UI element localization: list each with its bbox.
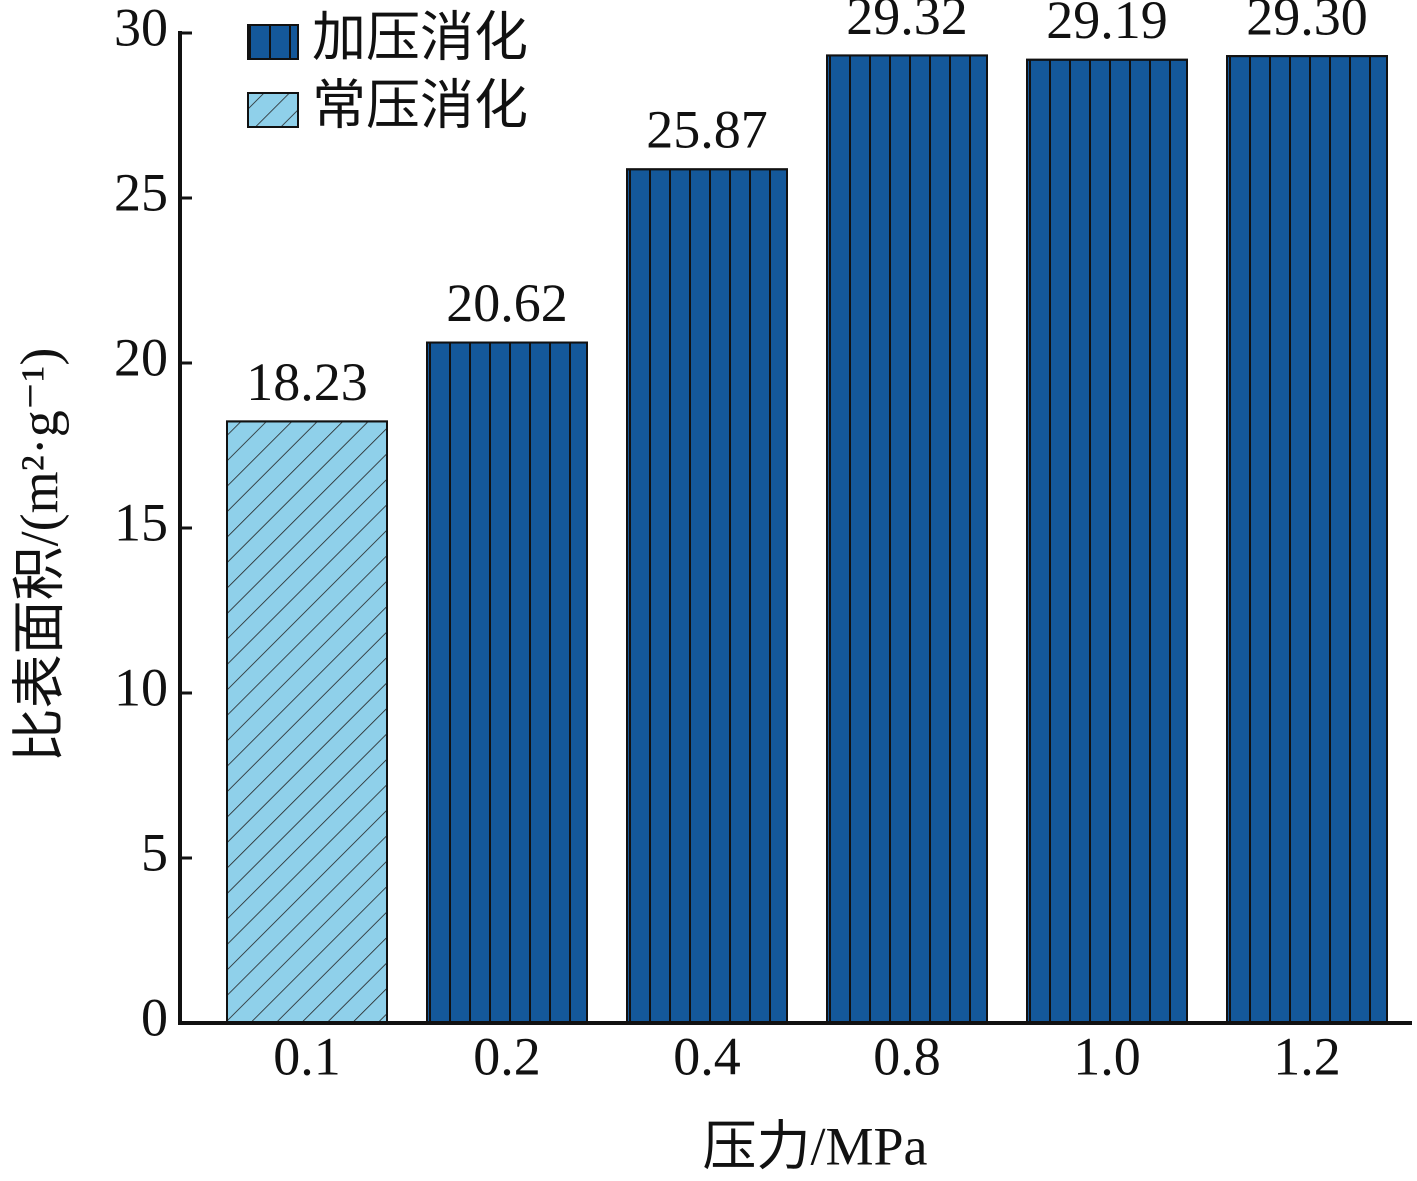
x-tick-label: 0.4 — [673, 1026, 741, 1086]
y-tick-label: 25 — [114, 162, 168, 222]
value-label: 20.62 — [446, 273, 568, 333]
y-tick-label: 15 — [114, 492, 168, 552]
bar-hatch — [426, 341, 588, 1025]
x-tick-label: 1.0 — [1073, 1026, 1141, 1086]
legend-label: 常压消化 — [312, 75, 528, 135]
bar-hatch — [1226, 55, 1388, 1025]
bar-hatch — [1026, 58, 1188, 1025]
value-label: 29.32 — [846, 0, 968, 46]
y-tick-label: 20 — [114, 327, 168, 387]
x-tick-label: 0.2 — [473, 1026, 541, 1086]
x-tick-label: 1.2 — [1273, 1026, 1341, 1086]
legend-swatch-hatch — [247, 92, 299, 128]
bar-hatch — [626, 168, 788, 1025]
bar-hatch — [226, 420, 388, 1025]
x-tick-label: 0.1 — [273, 1026, 341, 1086]
value-label: 18.23 — [246, 352, 368, 412]
x-tick-label: 0.8 — [873, 1026, 941, 1086]
y-tick-label: 0 — [141, 987, 168, 1047]
value-label: 25.87 — [646, 100, 768, 160]
y-axis-label: 比表面积/(m²·g⁻¹) — [9, 348, 69, 763]
y-tick-label: 5 — [141, 822, 168, 882]
value-label: 29.19 — [1046, 0, 1168, 50]
value-label: 29.30 — [1246, 0, 1368, 46]
bar-hatch — [826, 54, 988, 1024]
legend-label: 加压消化 — [312, 7, 528, 67]
y-tick-label: 10 — [114, 657, 168, 717]
y-tick-label: 30 — [114, 0, 168, 57]
x-axis-label: 压力/MPa — [702, 1116, 927, 1176]
legend-swatch-hatch — [247, 24, 299, 60]
